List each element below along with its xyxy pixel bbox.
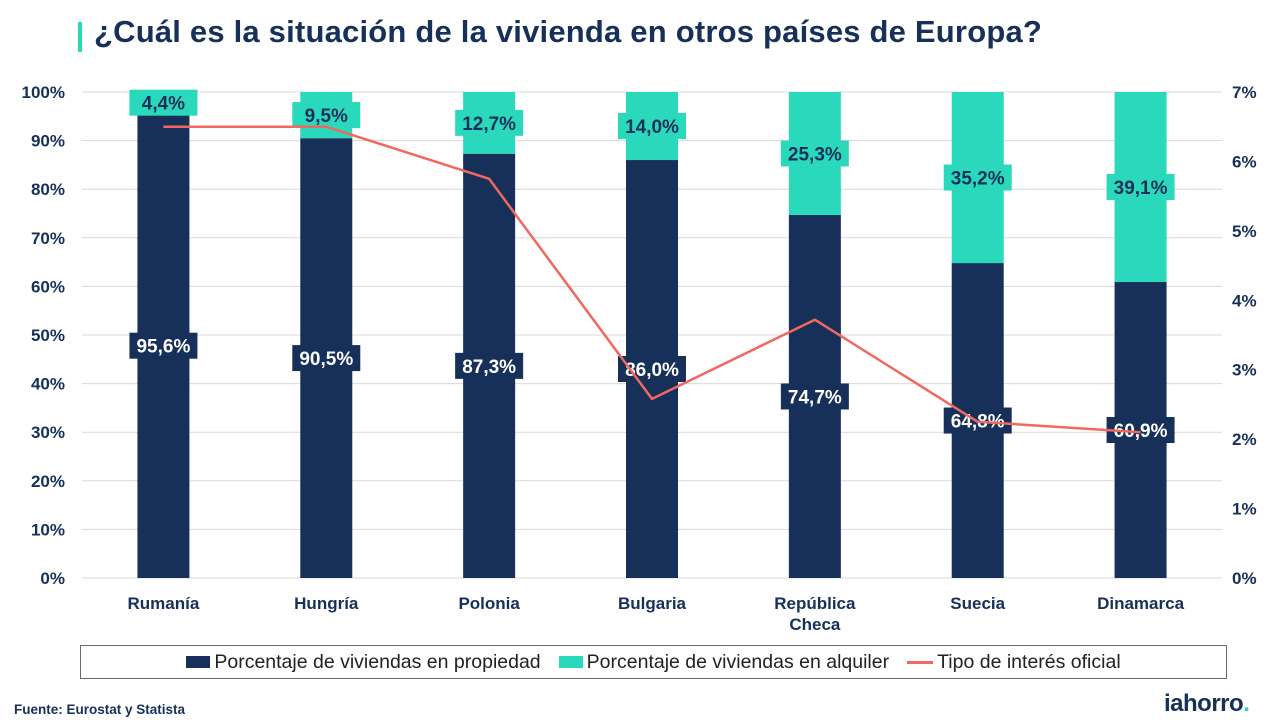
data-label-rented: 25,3% [788,144,842,165]
data-label-bg-owned [780,383,849,410]
iahorro-logo: iahorro. [1164,690,1250,718]
data-label-rented: 9,5% [305,106,348,127]
x-category-label: Bulgaria [618,594,687,613]
x-category-label: Hungría [294,594,359,613]
y-right-tick-label: 1% [1232,500,1257,519]
data-label-bg-rented [1106,174,1175,201]
x-category-label: República [774,594,856,613]
y-right-tick-label: 6% [1232,152,1257,171]
data-label-rented: 39,1% [1114,178,1168,199]
data-label-bg-rented [618,113,686,140]
data-label-bg-owned [129,332,198,359]
y-left-tick-label: 80% [31,180,65,199]
legend-label-rented: Porcentaje de viviendas en alquiler [586,650,890,673]
data-label-owned: 90,5% [299,349,353,370]
x-category-label: Suecia [950,594,1005,613]
legend-label-rate: Tipo de interés oficial [937,650,1121,673]
x-category-label: Rumanía [128,594,200,613]
data-label-owned: 74,7% [788,387,842,408]
legend-swatch-rate [907,660,934,664]
x-category-label: Checa [789,615,841,634]
logo-text: iahorro [1164,690,1244,717]
y-left-tick-label: 90% [31,132,65,151]
y-left-tick-label: 20% [31,472,65,491]
y-right-tick-label: 4% [1232,291,1257,310]
data-label-bg-owned [455,352,524,379]
y-left-tick-label: 40% [31,375,65,394]
legend-swatch-rented [558,656,583,668]
data-label-owned: 95,6% [136,337,190,358]
y-left-tick-label: 60% [31,277,65,296]
legend-swatch-owned [186,656,211,668]
y-left-tick-label: 70% [31,229,65,248]
x-category-label: Dinamarca [1097,594,1184,613]
data-label-rented: 12,7% [462,114,516,135]
data-label-bg-rented [943,164,1012,191]
y-right-tick-label: 3% [1232,361,1257,380]
chart-title: ¿Cuál es la situación de la vivienda en … [94,14,1043,49]
data-label-bg-rented [780,140,849,167]
data-label-rented: 35,2% [951,169,1005,190]
data-label-bg-rented [129,89,198,116]
data-label-rented: 14,0% [625,117,679,138]
logo-dot: . [1243,690,1250,717]
y-left-tick-label: 30% [31,423,65,442]
y-right-tick-label: 2% [1232,430,1257,449]
y-left-tick-label: 100% [22,83,65,102]
stacked-bar-chart: 0% 10% 20% 30% 40% 50% 60% 70% 80% 90% 100% 0% 1% 2% 3… [22,83,1257,634]
legend-item-rented: Porcentaje de viviendas en alquiler [558,650,890,674]
y-left-tick-label: 0% [40,569,65,588]
data-label-owned: 86,0% [625,360,679,381]
y-left-tick-label: 50% [31,326,65,345]
data-label-owned: 87,3% [462,357,516,378]
y-left-tick-label: 10% [31,520,65,539]
y-right-tick-label: 7% [1232,83,1257,102]
y-right-tick-label: 0% [1232,569,1257,588]
legend-item-rate: Tipo de interés oficial [907,651,1121,674]
x-category-label: Polonia [458,594,520,613]
legend-label-owned: Porcentaje de viviendas en propiedad [214,650,541,673]
data-label-rented: 4,4% [142,94,185,115]
data-label-bg-owned [292,345,361,372]
legend: Porcentaje de viviendas en propiedad Por… [80,645,1227,679]
legend-item-owned: Porcentaje de viviendas en propiedad [186,650,541,674]
source-note: Fuente: Eurostat y Statista [14,702,186,717]
data-label-bg-rented [292,102,361,129]
data-label-bg-rented [455,109,524,136]
y-right-tick-label: 5% [1232,222,1257,241]
title-accent-bar [78,22,82,52]
